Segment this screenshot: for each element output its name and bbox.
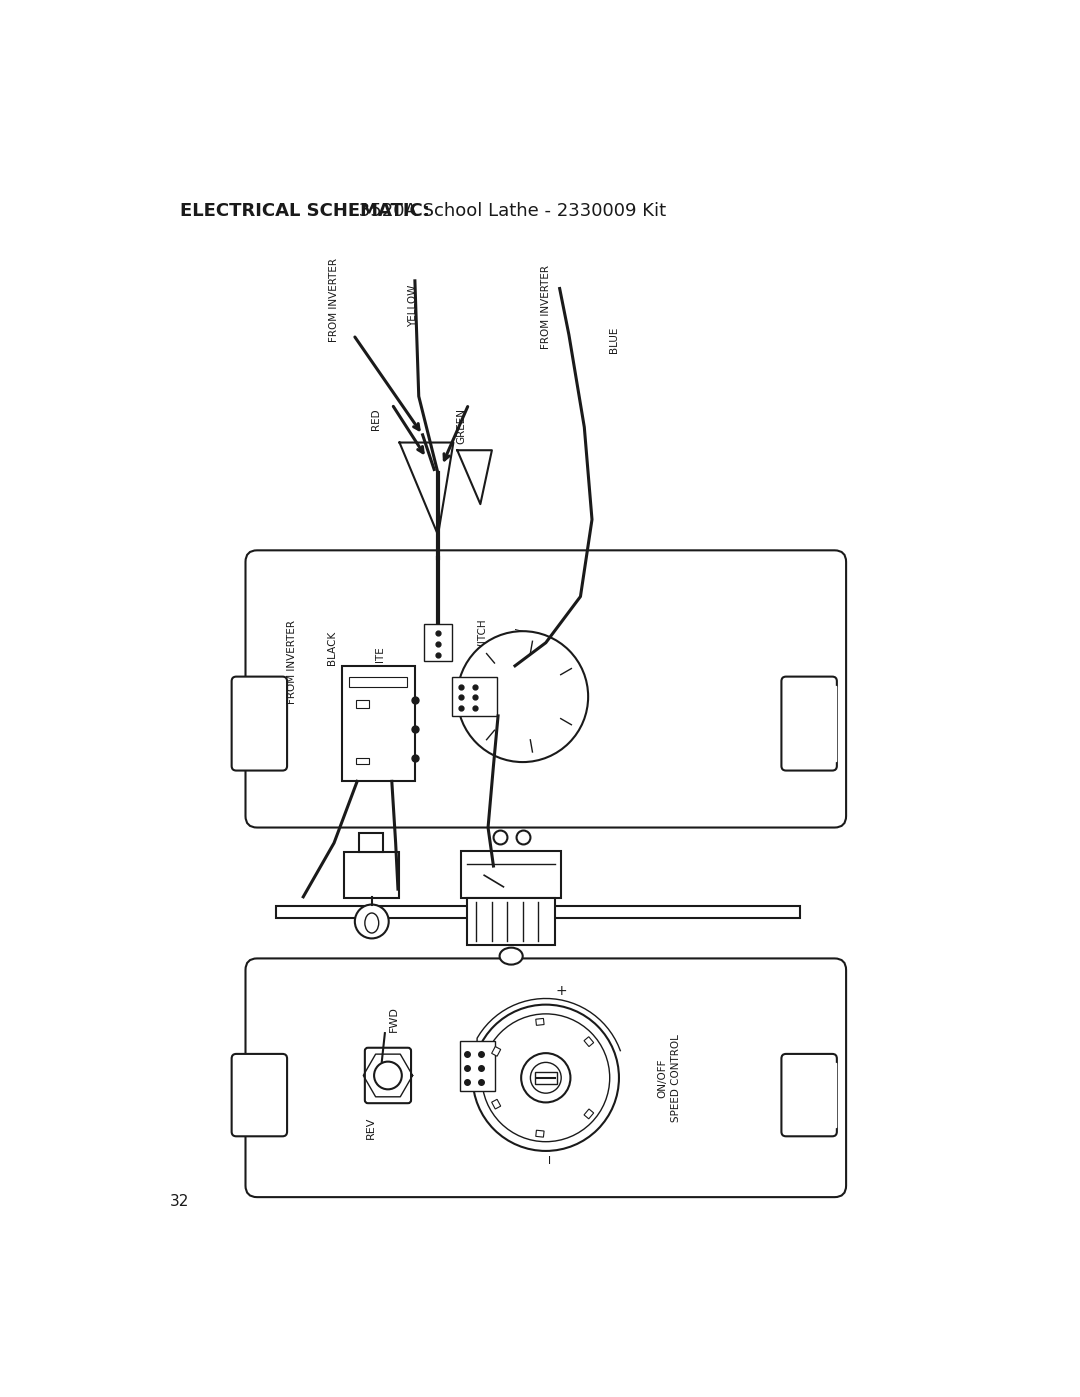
FancyBboxPatch shape [245, 550, 846, 827]
Bar [584, 1109, 594, 1119]
Text: FWD: FWD [389, 1006, 400, 1031]
FancyBboxPatch shape [365, 1048, 411, 1104]
FancyBboxPatch shape [782, 1053, 837, 1136]
Text: 3520A School Lathe - 2330009 Kit: 3520A School Lathe - 2330009 Kit [353, 203, 666, 221]
Bar [468, 898, 555, 944]
Text: YELLOW: YELLOW [516, 627, 526, 669]
Text: BLUE: BLUE [608, 327, 619, 353]
Bar [276, 907, 800, 918]
Text: +: + [555, 985, 567, 999]
Ellipse shape [500, 947, 523, 964]
FancyBboxPatch shape [231, 676, 287, 771]
Circle shape [457, 631, 589, 763]
Bar [536, 1018, 544, 1025]
Text: FROM INVERTER: FROM INVERTER [286, 620, 297, 704]
Circle shape [355, 904, 389, 939]
Bar [360, 833, 382, 852]
Text: 32: 32 [170, 1193, 189, 1208]
Bar [355, 759, 369, 764]
Text: REV: REV [366, 1116, 376, 1139]
Bar [350, 676, 407, 687]
Bar [535, 1071, 556, 1084]
Circle shape [530, 1062, 562, 1094]
Bar [451, 678, 497, 715]
Bar [256, 1063, 279, 1127]
Bar [341, 666, 415, 781]
FancyBboxPatch shape [245, 958, 846, 1197]
Text: ON/OFF
SPEED CONTROL: ON/OFF SPEED CONTROL [658, 1034, 680, 1122]
Bar [813, 1063, 836, 1127]
Text: FROM FWD/REV SWITCH: FROM FWD/REV SWITCH [477, 620, 488, 745]
Circle shape [522, 1053, 570, 1102]
Bar [424, 624, 451, 661]
Bar [491, 1046, 501, 1056]
Bar [345, 852, 400, 898]
Circle shape [482, 1014, 610, 1141]
FancyBboxPatch shape [782, 676, 837, 771]
FancyBboxPatch shape [231, 1053, 287, 1136]
Text: BLACK: BLACK [327, 631, 337, 665]
Text: RED: RED [372, 408, 381, 429]
Bar [256, 686, 280, 761]
Bar [491, 1099, 501, 1109]
Text: FROM INVERTER: FROM INVERTER [541, 265, 551, 349]
Ellipse shape [365, 914, 379, 933]
Bar [355, 700, 369, 708]
Bar [584, 1037, 594, 1046]
Text: YELLOW: YELLOW [408, 285, 418, 327]
Circle shape [473, 1004, 619, 1151]
Text: ELECTRICAL SCHEMATIC:: ELECTRICAL SCHEMATIC: [180, 203, 430, 221]
Text: l: l [548, 1155, 551, 1165]
Bar [811, 686, 836, 761]
Circle shape [374, 1062, 402, 1090]
Text: WHITE: WHITE [375, 647, 386, 680]
Bar [461, 851, 562, 898]
Text: FROM INVERTER: FROM INVERTER [329, 257, 339, 342]
Bar [460, 1041, 495, 1091]
Text: GREEN: GREEN [456, 408, 467, 444]
Bar [536, 1130, 544, 1137]
